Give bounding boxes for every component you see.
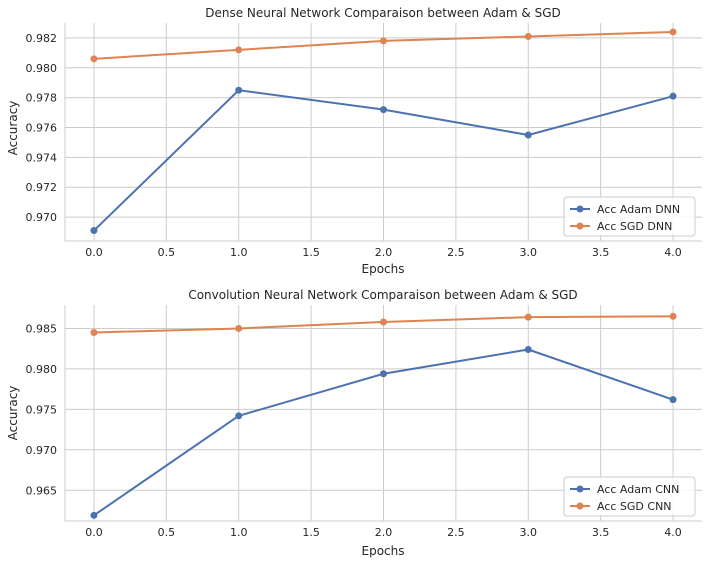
axes-spines bbox=[64, 23, 702, 242]
y-tick-label: 0.980 bbox=[26, 363, 58, 376]
x-tick-label: 1.0 bbox=[230, 246, 248, 259]
legend-item: Acc Adam CNN bbox=[570, 483, 679, 496]
legend-box bbox=[563, 476, 696, 517]
y-tick-label: 0.980 bbox=[26, 62, 58, 75]
y-tick-label: 0.978 bbox=[26, 92, 58, 105]
x-tick-label: 3.0 bbox=[520, 526, 538, 539]
data-point bbox=[235, 412, 243, 420]
data-point bbox=[380, 370, 387, 378]
y-tick-label: 0.974 bbox=[26, 151, 58, 164]
legend: Acc Adam DNN Acc SGD DNN bbox=[563, 196, 696, 237]
series-0 bbox=[90, 345, 677, 519]
legend-marker bbox=[576, 502, 584, 510]
data-point bbox=[380, 37, 387, 45]
legend-item: Acc SGD DNN bbox=[570, 220, 672, 233]
legend-label: Acc SGD DNN bbox=[597, 220, 672, 233]
data-point bbox=[235, 46, 243, 54]
x-axis-label: Epochs bbox=[362, 544, 405, 558]
y-ticks: 0.970 0.972 0.974 0.976 0.978 0.980 0.982 bbox=[26, 32, 58, 224]
x-tick-label: 0.0 bbox=[85, 246, 103, 259]
chart-title: Dense Neural Network Comparaison between… bbox=[205, 6, 561, 20]
y-tick-label: 0.985 bbox=[26, 322, 58, 335]
data-point bbox=[524, 345, 532, 353]
x-tick-label: 3.0 bbox=[520, 246, 538, 259]
legend: Acc Adam CNN Acc SGD CNN bbox=[563, 476, 696, 517]
series bbox=[90, 312, 677, 519]
data-point bbox=[235, 86, 243, 94]
x-tick-label: 0.0 bbox=[85, 526, 103, 539]
x-tick-label: 0.5 bbox=[158, 526, 176, 539]
data-point bbox=[669, 396, 677, 404]
data-point bbox=[524, 313, 532, 321]
legend-marker bbox=[576, 222, 584, 230]
chart-title: Convolution Neural Network Comparaison b… bbox=[188, 288, 577, 302]
data-point bbox=[90, 227, 98, 235]
series-0 bbox=[90, 86, 677, 235]
legend-item: Acc Adam DNN bbox=[570, 203, 680, 216]
series-1 bbox=[90, 28, 677, 63]
legend-label: Acc Adam CNN bbox=[597, 483, 679, 496]
data-point bbox=[669, 28, 677, 36]
data-point bbox=[669, 312, 677, 320]
y-tick-label: 0.970 bbox=[26, 211, 58, 224]
y-tick-label: 0.965 bbox=[26, 484, 58, 497]
cnn-chart: Convolution Neural Network Comparaison b… bbox=[6, 288, 702, 558]
data-point bbox=[90, 511, 98, 519]
y-tick-label: 0.976 bbox=[26, 122, 58, 135]
legend-item: Acc SGD CNN bbox=[570, 500, 672, 513]
x-tick-label: 3.5 bbox=[592, 246, 610, 259]
y-tick-label: 0.975 bbox=[26, 403, 58, 416]
x-tick-label: 0.5 bbox=[158, 246, 176, 259]
x-ticks: 0.0 0.5 1.0 1.5 2.0 2.5 3.0 3.5 4.0 bbox=[85, 526, 682, 539]
data-point bbox=[380, 106, 387, 114]
data-point bbox=[524, 32, 532, 40]
data-point bbox=[90, 329, 98, 337]
x-tick-label: 1.0 bbox=[230, 526, 248, 539]
data-point bbox=[380, 318, 387, 326]
x-tick-label: 1.5 bbox=[302, 526, 320, 539]
x-tick-label: 2.0 bbox=[375, 526, 393, 539]
x-tick-label: 2.5 bbox=[447, 526, 465, 539]
data-point bbox=[669, 92, 677, 100]
x-tick-label: 2.0 bbox=[375, 246, 393, 259]
x-tick-label: 4.0 bbox=[664, 246, 682, 259]
series bbox=[90, 28, 677, 235]
y-ticks: 0.965 0.970 0.975 0.980 0.985 bbox=[26, 322, 58, 497]
legend-label: Acc SGD CNN bbox=[597, 500, 672, 513]
x-tick-label: 2.5 bbox=[447, 246, 465, 259]
data-point bbox=[235, 324, 243, 332]
x-tick-label: 1.5 bbox=[302, 246, 320, 259]
data-point bbox=[90, 55, 98, 63]
dnn-chart: Dense Neural Network Comparaison between… bbox=[6, 6, 702, 276]
y-tick-label: 0.982 bbox=[26, 32, 58, 45]
x-tick-label: 3.5 bbox=[592, 526, 610, 539]
legend-marker bbox=[576, 485, 584, 493]
x-tick-label: 4.0 bbox=[664, 526, 682, 539]
legend-marker bbox=[576, 205, 584, 213]
data-point bbox=[524, 131, 532, 139]
legend-label: Acc Adam DNN bbox=[597, 203, 680, 216]
y-tick-label: 0.972 bbox=[26, 181, 58, 194]
y-axis-label: Accuracy bbox=[6, 386, 20, 441]
x-ticks: 0.0 0.5 1.0 1.5 2.0 2.5 3.0 3.5 4.0 bbox=[85, 246, 682, 259]
y-axis-label: Accuracy bbox=[6, 101, 20, 156]
y-tick-label: 0.970 bbox=[26, 444, 58, 457]
series-1 bbox=[90, 312, 677, 337]
axes-spines bbox=[64, 305, 702, 522]
legend-box bbox=[563, 196, 696, 237]
x-axis-label: Epochs bbox=[362, 262, 405, 276]
